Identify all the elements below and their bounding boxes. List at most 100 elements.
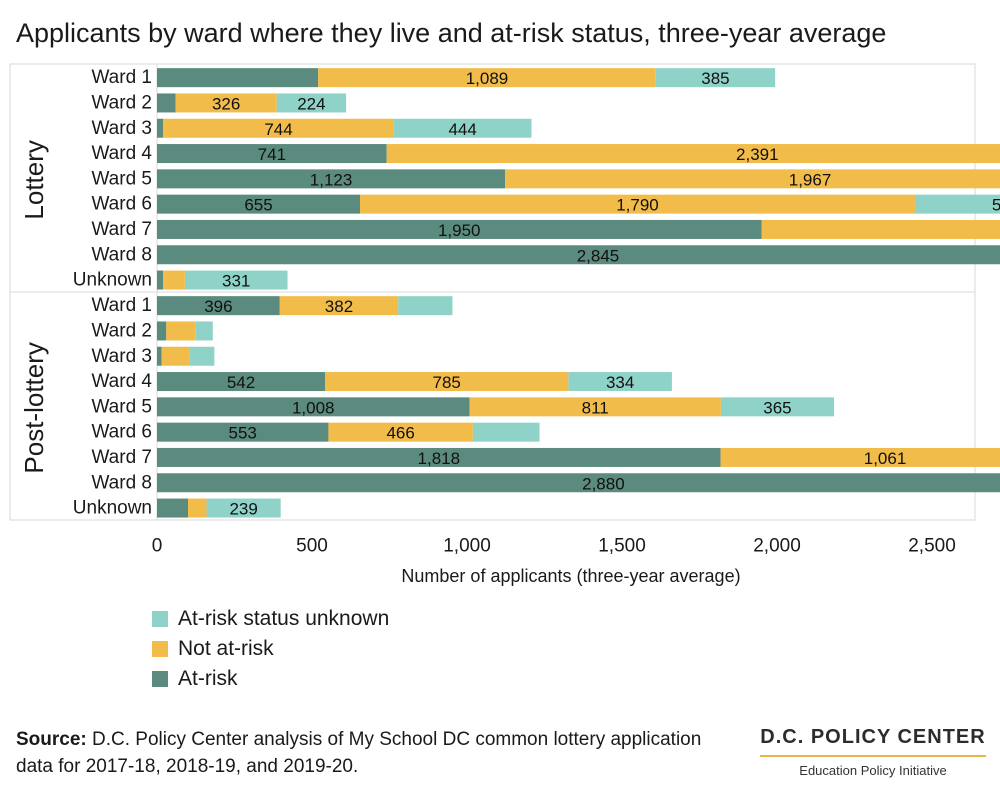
data-label: 785	[433, 373, 461, 392]
bar-segment	[157, 422, 329, 442]
ward-label: Ward 1	[91, 295, 152, 316]
bar-segment	[914, 194, 1000, 214]
source-note: Source: D.C. Policy Center analysis of M…	[16, 726, 716, 780]
data-label: 334	[606, 373, 634, 392]
x-tick-label: 500	[296, 536, 328, 557]
ward-label: Ward 5	[91, 168, 152, 189]
ward-label: Ward 4	[91, 371, 152, 392]
data-label: 385	[701, 69, 729, 88]
legend-swatch-not-at-risk	[152, 641, 168, 657]
bar-segment	[472, 422, 540, 442]
bar-segment	[318, 68, 656, 88]
bar-segment	[469, 397, 721, 417]
data-label: 2,845	[577, 246, 620, 265]
bar-segment	[175, 93, 277, 113]
x-tick-label: 2,000	[753, 536, 801, 557]
ward-label: Ward 8	[91, 244, 152, 265]
bar-segment	[157, 346, 162, 366]
data-label: 224	[297, 94, 325, 113]
ward-label: Ward 6	[91, 194, 152, 215]
legend-label-at-risk: At-risk	[178, 667, 238, 690]
bar-segment	[276, 93, 347, 113]
ward-label: Unknown	[73, 270, 152, 291]
legend-item-not-at-risk: Not at-risk	[152, 634, 389, 664]
data-label: 1,061	[864, 449, 907, 468]
data-label: 1,790	[616, 196, 659, 215]
data-label: 239	[229, 500, 257, 519]
bar-segment	[157, 93, 176, 113]
source-label: Source:	[16, 729, 87, 750]
legend-label-unknown: At-risk status unknown	[178, 607, 390, 630]
x-tick-label: 2,500	[908, 536, 956, 557]
data-label: 2,880	[582, 474, 625, 493]
bar-segment	[157, 473, 1000, 493]
bar-segment	[157, 296, 280, 316]
data-label: 655	[244, 196, 272, 215]
bar-segment	[386, 144, 1000, 164]
data-label: 331	[222, 272, 250, 291]
brand-block: D.C. POLICY CENTER Education Policy Init…	[748, 726, 998, 778]
bar-segment	[505, 169, 1000, 189]
legend: At-risk status unknown Not at-risk At-ri…	[152, 604, 389, 694]
data-label: 1,818	[418, 449, 461, 468]
legend-item-unknown: At-risk status unknown	[152, 604, 389, 634]
bar-segment	[189, 346, 215, 366]
data-label: 542	[227, 373, 255, 392]
bar-segment	[157, 372, 326, 392]
brand-subtitle: Education Policy Initiative	[799, 763, 947, 778]
data-label: 396	[204, 297, 232, 316]
data-label: 811	[582, 398, 609, 417]
data-label: 444	[448, 120, 476, 139]
bar-segment	[157, 118, 164, 138]
bar-segment	[206, 498, 281, 518]
bar-segment	[195, 321, 213, 341]
bar-segment	[157, 270, 164, 290]
data-label: 1,089	[466, 69, 509, 88]
ward-label: Ward 6	[91, 422, 152, 443]
data-label: 741	[258, 145, 286, 164]
x-tick-label: 1,500	[598, 536, 646, 557]
bar-segment	[184, 270, 288, 290]
data-label: 744	[264, 120, 292, 139]
ward-label: Ward 7	[91, 219, 152, 240]
data-label: 1,123	[310, 170, 353, 189]
legend-item-at-risk: At-risk	[152, 664, 389, 694]
data-label: 553	[229, 424, 257, 443]
ward-label: Ward 3	[91, 118, 152, 139]
data-label: 1,950	[438, 221, 481, 240]
bar-segment	[166, 321, 196, 341]
bar-segment	[761, 219, 1000, 239]
bar-segment	[157, 498, 188, 518]
panel-label-1: Post-lottery	[19, 342, 49, 474]
ward-label: Ward 3	[91, 346, 152, 367]
bar-segment	[188, 498, 207, 518]
data-label: 365	[763, 398, 791, 417]
data-label: 1,008	[292, 398, 335, 417]
bar-segment	[157, 194, 361, 214]
bar-segment	[157, 397, 470, 417]
brand-name: D.C. POLICY CENTER	[760, 726, 986, 757]
ward-label: Ward 8	[91, 472, 152, 493]
stacked-bar-chart: Lottery Ward 1 1,089 385 Ward 2 326 224 Ward 3 7…	[9, 63, 1000, 586]
source-text: D.C. Policy Center analysis of My School…	[16, 729, 702, 777]
x-tick-label: 0	[152, 536, 163, 557]
x-tick-label: 1,000	[443, 536, 491, 557]
panel-label-0: Lottery	[19, 140, 49, 220]
bar-segment	[568, 372, 672, 392]
bar-segment	[328, 422, 473, 442]
bar-segment	[398, 296, 453, 316]
legend-swatch-unknown	[152, 611, 168, 627]
bar-segment	[157, 169, 506, 189]
x-axis-label: Number of applicants (three-year average…	[401, 566, 740, 586]
bar-segment	[157, 219, 762, 239]
bar-segment	[161, 346, 190, 366]
legend-label-not-at-risk: Not at-risk	[178, 637, 274, 660]
ward-label: Ward 2	[91, 320, 152, 341]
bar-segment	[720, 447, 1000, 467]
bar-segment	[163, 118, 394, 138]
bar-segment	[157, 144, 387, 164]
data-label: 2,391	[736, 145, 779, 164]
ward-label: Ward 5	[91, 396, 152, 417]
data-label: 326	[212, 94, 240, 113]
bar-segment	[360, 194, 915, 214]
